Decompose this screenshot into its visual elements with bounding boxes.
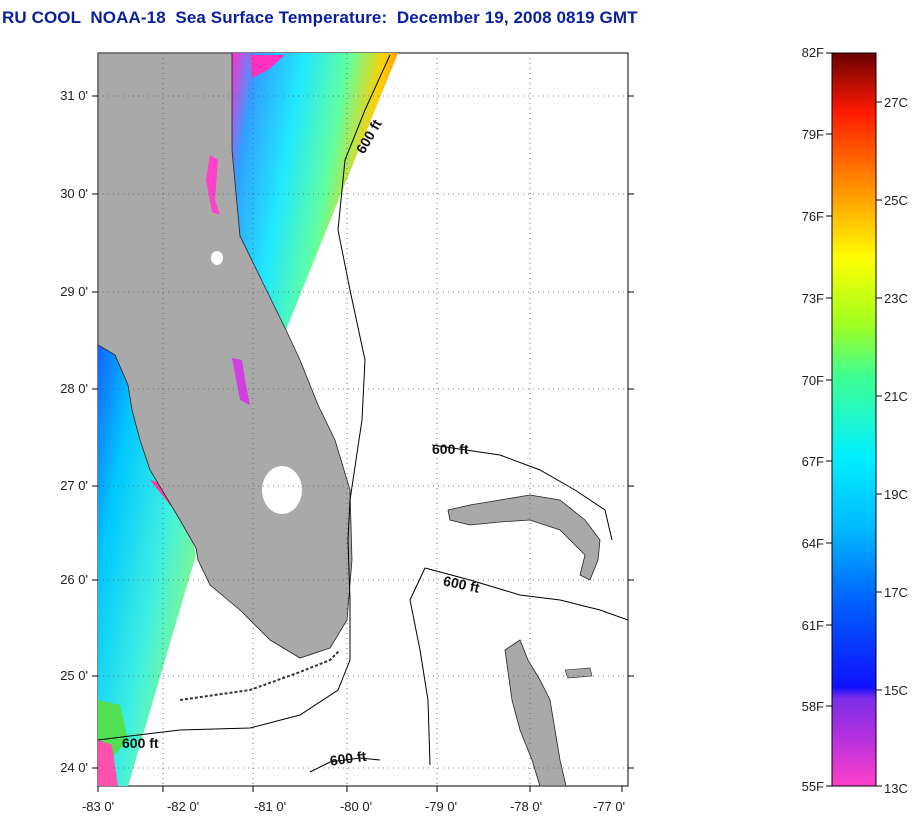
map-content xyxy=(98,53,628,786)
contour-label: 600 ft xyxy=(442,573,481,596)
isobath-600ft xyxy=(309,757,381,773)
lon-label: -83 0' xyxy=(82,799,114,814)
lake-okeechobee xyxy=(262,466,302,514)
satellite-swath-east xyxy=(232,53,398,330)
isobath-600ft xyxy=(98,54,391,741)
colorbar-f-label: 73F xyxy=(802,291,824,306)
colorbar-f-label: 58F xyxy=(802,699,824,714)
small-island xyxy=(564,667,593,679)
colorbar xyxy=(831,52,877,787)
colorbar-f-label: 61F xyxy=(802,618,824,633)
inland-lake xyxy=(206,155,220,215)
andros-island xyxy=(504,639,567,786)
figure-title: RU COOL NOAA-18 Sea Surface Temperature:… xyxy=(2,8,638,27)
graticule xyxy=(98,53,628,786)
contour-label: 600 ft xyxy=(122,735,159,751)
colorbar-f-label: 67F xyxy=(802,454,824,469)
colorbar-f-label: 79F xyxy=(802,127,824,142)
lon-label: -82 0' xyxy=(167,799,199,814)
inland-lake xyxy=(211,251,223,265)
lat-label: 31 0' xyxy=(60,88,88,103)
tick-marks xyxy=(92,95,634,792)
colorbar-c-label: 25C xyxy=(884,193,908,208)
colorbar-c-label: 13C xyxy=(884,781,908,796)
lat-label: 30 0' xyxy=(60,186,88,201)
florida-keys xyxy=(179,649,341,701)
lon-label: -81 0' xyxy=(254,799,286,814)
lat-label: 24 0' xyxy=(60,760,88,775)
lat-label: 26 0' xyxy=(60,572,88,587)
isobath-600ft xyxy=(409,567,431,766)
lat-label: 25 0' xyxy=(60,668,88,683)
colorbar-c-label: 23C xyxy=(884,291,908,306)
lon-label: -79 0' xyxy=(425,799,457,814)
colorbar-f-label: 76F xyxy=(802,209,824,224)
colorbar-c-label: 27C xyxy=(884,95,908,110)
contour-label: 600 ft xyxy=(329,748,368,769)
colorbar-f-label: 82F xyxy=(802,45,824,60)
lon-label: -78 0' xyxy=(510,799,542,814)
cold-patch xyxy=(98,740,118,786)
inland-lake xyxy=(232,358,250,405)
satellite-swath-west xyxy=(98,265,196,786)
colorbar-f-label: 64F xyxy=(802,536,824,551)
lon-label: -77 0' xyxy=(593,799,625,814)
lat-label: 27 0' xyxy=(60,478,88,493)
lat-label: 28 0' xyxy=(60,381,88,396)
colorbar-f-label: 70F xyxy=(802,373,824,388)
contour-label: 600 ft xyxy=(432,441,469,457)
grand-bahama-abaco xyxy=(447,494,601,581)
isobath-600ft xyxy=(431,444,613,541)
lon-label: -80 0' xyxy=(340,799,372,814)
cold-patch xyxy=(250,55,285,78)
colorbar-f-label: 55F xyxy=(802,779,824,794)
colorbar-c-label: 15C xyxy=(884,683,908,698)
lat-label: 29 0' xyxy=(60,284,88,299)
colorbar-ticks xyxy=(826,52,882,787)
isobath-600ft xyxy=(424,567,628,621)
colorbar-c-label: 21C xyxy=(884,389,908,404)
colorbar-c-label: 19C xyxy=(884,487,908,502)
colorbar-c-label: 17C xyxy=(884,585,908,600)
